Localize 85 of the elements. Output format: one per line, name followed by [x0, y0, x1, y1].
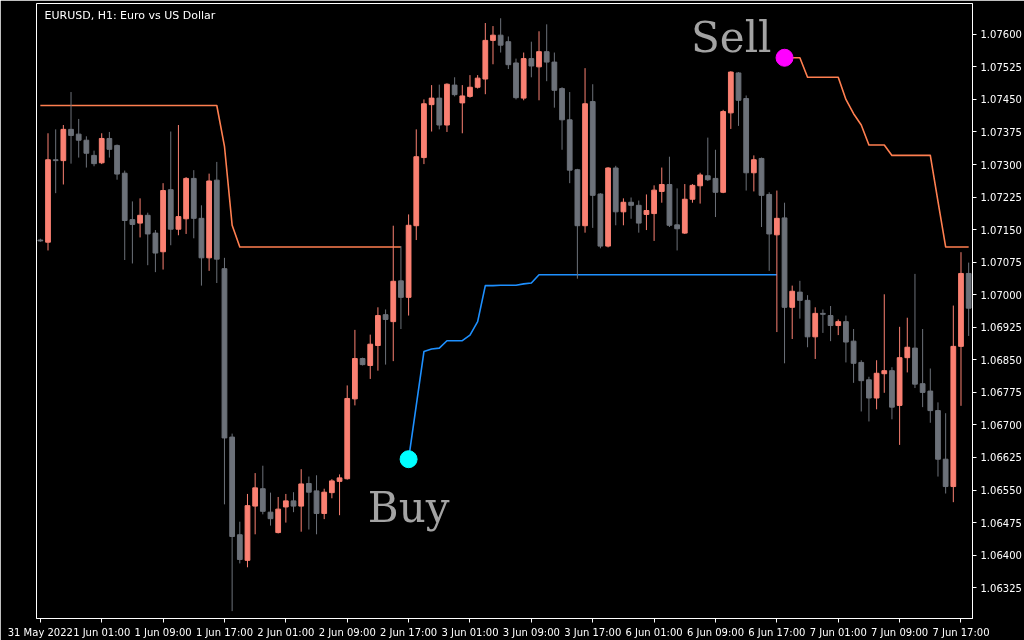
annotation: Sell [691, 13, 772, 63]
candlestick [259, 465, 266, 515]
candlestick [658, 167, 665, 204]
y-tick-label: 1.07000 [980, 289, 1022, 301]
candlestick [651, 184, 657, 242]
x-tick-label: 3 Jun 17:00 [564, 626, 622, 638]
candlestick [628, 197, 634, 220]
candlestick [106, 131, 113, 159]
y-tick-label: 1.06475 [980, 517, 1022, 529]
candlestick [459, 84, 466, 134]
y-tick-label: 1.06775 [980, 387, 1022, 399]
x-tick-label: 6 Jun 09:00 [686, 626, 745, 638]
y-tick-label: 1.07150 [980, 224, 1022, 236]
candlestick [428, 84, 435, 133]
candlestick [451, 76, 458, 97]
candlestick [137, 197, 143, 238]
candlestick [367, 334, 374, 380]
candlestick [812, 306, 819, 360]
candlestick [528, 41, 535, 78]
candlestick [175, 124, 182, 236]
candlestick [75, 118, 82, 159]
y-tick-label: 1.06400 [980, 550, 1022, 562]
candlestick [298, 468, 305, 533]
y-tick-label: 1.06850 [980, 354, 1022, 366]
x-tick-label: 6 Jun 17:00 [748, 626, 806, 638]
candlestick [305, 476, 312, 531]
candlestick [83, 135, 90, 169]
x-tick-label: 3 Jun 09:00 [502, 626, 560, 638]
candlestick [750, 154, 757, 192]
x-tick-label: 31 May 2022 [7, 626, 73, 638]
x-tick-label: 7 Jun 01:00 [809, 626, 867, 638]
candlestick [52, 128, 59, 194]
y-tick-label: 1.07225 [980, 192, 1022, 204]
candlestick [313, 474, 320, 535]
candlestick [275, 496, 282, 534]
y-tick-label: 1.07075 [980, 257, 1022, 269]
candlestick [290, 491, 297, 513]
candlestick [282, 493, 289, 524]
x-tick-label: 2 Jun 09:00 [318, 626, 376, 638]
candlestick [382, 308, 389, 366]
x-tick-label: 2 Jun 17:00 [380, 626, 438, 638]
candlestick [321, 488, 328, 520]
x-tick-label: 1 Jun 09:00 [134, 626, 192, 638]
candlestick [635, 200, 642, 234]
y-tick-label: 1.06625 [980, 452, 1022, 464]
y-tick-label: 1.07300 [980, 159, 1022, 171]
candlestick [689, 183, 696, 204]
candlestick [827, 305, 834, 342]
candlestick [697, 172, 704, 205]
y-tick-label: 1.07375 [980, 126, 1022, 138]
candlestick [536, 30, 542, 101]
candlestick [773, 190, 780, 333]
y-tick-label: 1.07450 [980, 94, 1022, 106]
x-tick-label: 1 Jun 17:00 [195, 626, 254, 638]
candlestick [674, 187, 680, 251]
y-tick-label: 1.06925 [980, 322, 1022, 334]
candlestick [267, 492, 274, 527]
candlestick [643, 193, 650, 231]
x-tick-label: 7 Jun 17:00 [932, 626, 990, 638]
candlestick [789, 285, 796, 340]
candlestick [904, 317, 911, 373]
x-tick-label: 6 Jun 01:00 [625, 626, 683, 638]
x-tick-label: 7 Jun 09:00 [871, 626, 929, 638]
x-tick-label: 2 Jun 01:00 [257, 626, 315, 638]
text: EURUSD, H1: Euro vs US Dollar [44, 8, 216, 22]
y-tick-label: 1.06550 [980, 485, 1022, 497]
y-tick-label: 1.06325 [980, 582, 1022, 594]
candlestick [866, 376, 872, 422]
candlestick [797, 280, 803, 320]
candlestick [820, 308, 826, 334]
x-tick-label: 1 Jun 01:00 [73, 626, 131, 638]
x-tick-label: 3 Jun 01:00 [441, 626, 499, 638]
candlestick [620, 197, 627, 226]
candlestick [329, 478, 335, 499]
y-tick-label: 1.07525 [980, 61, 1022, 73]
y-tick-label: 1.06700 [980, 419, 1022, 431]
candlestick [68, 91, 74, 165]
annotation: Buy [367, 482, 450, 532]
candlestick [467, 74, 473, 99]
candlestick [252, 472, 259, 535]
candlestick [398, 245, 404, 330]
candlestick [490, 25, 496, 65]
y-tick-label: 1.07600 [980, 29, 1022, 41]
candlestick [843, 315, 849, 363]
candlestick [543, 23, 550, 82]
